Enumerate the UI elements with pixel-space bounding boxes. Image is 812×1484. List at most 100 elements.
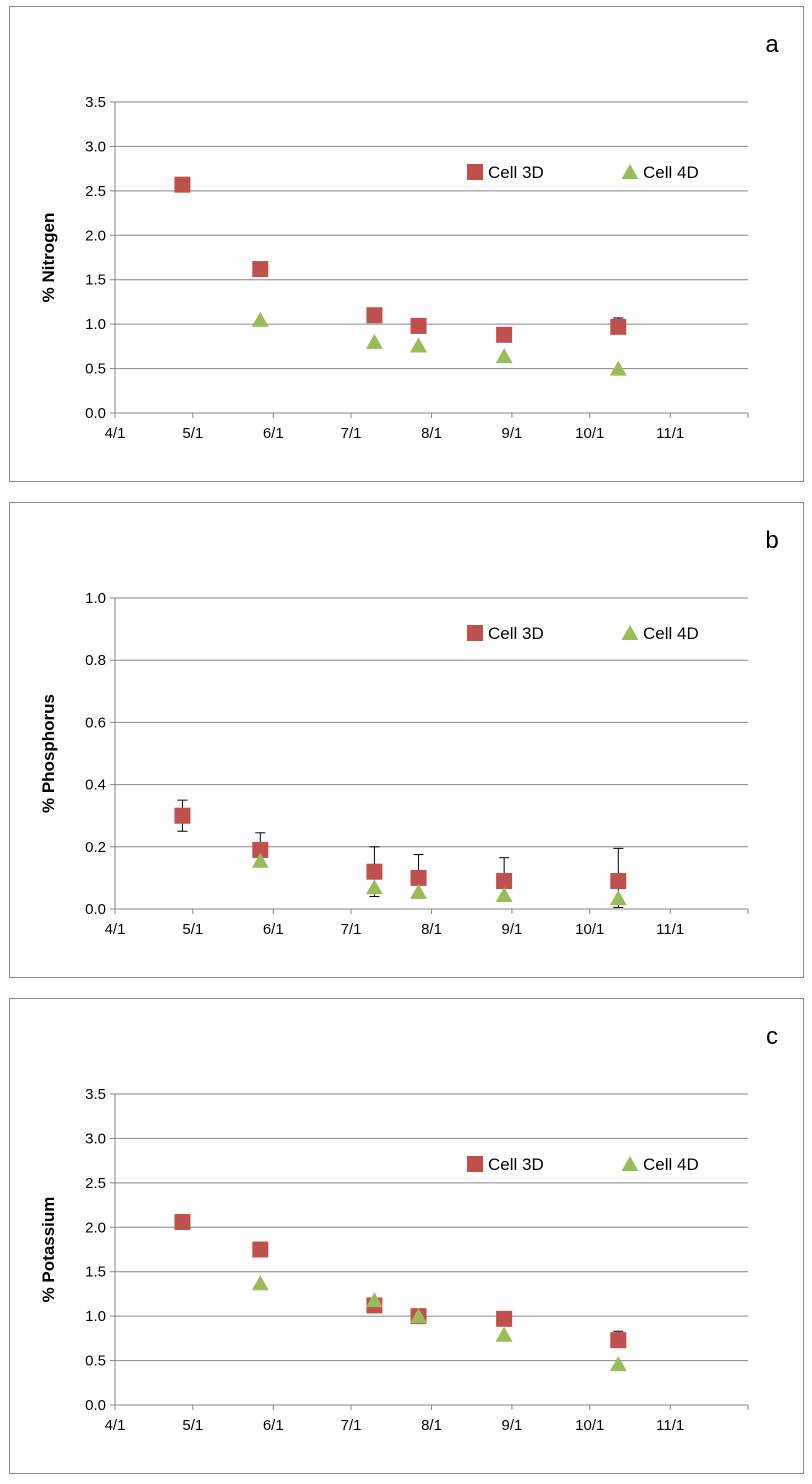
y-tick-label: 0.5 <box>85 361 106 378</box>
y-axis-label: % Phosphorus <box>39 694 58 813</box>
cell-3d-point <box>174 807 191 824</box>
y-tick-label: 2.0 <box>85 227 106 244</box>
y-axis-label: % Nitrogen <box>39 213 58 303</box>
legend-marker <box>621 164 639 179</box>
cell-4d-point <box>251 311 269 327</box>
x-tick-label: 6/1 <box>263 425 284 442</box>
x-tick-label: 6/1 <box>263 1417 284 1434</box>
legend-label: Cell 4D <box>643 624 699 643</box>
chart-svg-c: 0.0 0.5 1.0 1.5 2.0 2.5 3.0 3.5 4/1 5/1 6/1 7/1 8/1 9… <box>39 1023 778 1434</box>
y-tick-label: 0.0 <box>85 901 106 918</box>
y-tick-label: 0.4 <box>85 777 106 794</box>
x-tick-label: 5/1 <box>182 921 203 938</box>
x-tick-label: 8/1 <box>421 1417 442 1434</box>
y-tick-label: 0.8 <box>85 652 106 669</box>
cell-4d-point <box>365 1292 383 1308</box>
legend-marker <box>467 164 483 180</box>
cell-4d-point <box>495 887 513 903</box>
x-tick-label: 5/1 <box>182 1417 203 1434</box>
x-tick-label: 9/1 <box>501 425 522 442</box>
cell-4d-point <box>495 348 513 364</box>
x-tick-label: 10/1 <box>575 921 604 938</box>
cell-4d-point <box>410 883 428 899</box>
y-tick-label: 1.0 <box>85 316 106 333</box>
x-tick-label: 10/1 <box>575 425 604 442</box>
cell-4d-point <box>410 1308 428 1324</box>
y-tick-label: 0.5 <box>85 1353 106 1370</box>
cell-3d-point <box>496 326 513 343</box>
legend-marker <box>621 625 639 640</box>
y-tick-label: 2.5 <box>85 183 106 200</box>
chart-svg-b: 0.0 0.2 0.4 0.6 0.8 1.0 4/1 5/1 6/1 7/1 8/1 9/1 10/1… <box>39 527 779 938</box>
y-tick-label: 0.2 <box>85 839 106 856</box>
cell-3d-point <box>174 1213 191 1230</box>
panel-letter: c <box>766 1023 778 1050</box>
x-tick-label: 10/1 <box>575 1417 604 1434</box>
chart-panel-a: 0.0 0.5 1.0 1.5 2.0 2.5 3.0 3.5 4/1 5/1 6/1 7/1 8/1 9… <box>9 6 804 482</box>
y-tick-label: 3.0 <box>85 1130 106 1147</box>
cell-4d-point <box>365 333 383 349</box>
y-tick-label: 3.5 <box>85 1086 106 1103</box>
chart-svg-a: 0.0 0.5 1.0 1.5 2.0 2.5 3.0 3.5 4/1 5/1 6/1 7/1 8/1 9… <box>39 31 779 442</box>
x-tick-label: 7/1 <box>341 425 362 442</box>
cell-3d-point <box>252 1241 269 1258</box>
legend-label: Cell 4D <box>643 163 699 182</box>
cell-4d-point <box>495 1326 513 1342</box>
x-tick-label: 8/1 <box>421 921 442 938</box>
y-tick-label: 2.5 <box>85 1175 106 1192</box>
y-tick-label: 2.0 <box>85 1219 106 1236</box>
y-tick-label: 3.5 <box>85 94 106 111</box>
y-tick-label: 1.5 <box>85 272 106 289</box>
cell-4d-point <box>609 1356 627 1372</box>
legend-marker <box>467 625 483 641</box>
cell-3d-point <box>366 307 383 324</box>
x-tick-label: 4/1 <box>105 1417 126 1434</box>
legend-label: Cell 3D <box>488 624 544 643</box>
cell-3d-point <box>366 863 383 880</box>
y-tick-label: 0.0 <box>85 1397 106 1414</box>
y-tick-label: 1.0 <box>85 1308 106 1325</box>
y-tick-label: 1.5 <box>85 1264 106 1281</box>
chart-panel-b: 0.0 0.2 0.4 0.6 0.8 1.0 4/1 5/1 6/1 7/1 8/1 9/1 10/1… <box>9 502 804 978</box>
y-tick-label: 1.0 <box>85 590 106 607</box>
y-tick-label: 0.6 <box>85 714 106 731</box>
x-tick-label: 7/1 <box>341 1417 362 1434</box>
cell-3d-point <box>174 176 191 193</box>
y-tick-label: 0.0 <box>85 405 106 422</box>
cell-3d-point <box>610 318 627 335</box>
cell-4d-point <box>609 890 627 906</box>
x-tick-label: 4/1 <box>105 921 126 938</box>
cell-3d-point <box>610 1332 627 1349</box>
legend-label: Cell 3D <box>488 163 544 182</box>
cell-3d-point <box>496 1310 513 1327</box>
cell-4d-point <box>365 879 383 895</box>
cell-3d-point <box>410 317 427 334</box>
legend-marker <box>621 1156 639 1171</box>
x-tick-label: 11/1 <box>656 425 684 442</box>
panel-letter: a <box>765 31 779 58</box>
x-tick-label: 11/1 <box>656 1417 684 1434</box>
legend-marker <box>467 1156 483 1172</box>
x-tick-label: 6/1 <box>263 921 284 938</box>
chart-panel-c: 0.0 0.5 1.0 1.5 2.0 2.5 3.0 3.5 4/1 5/1 6/1 7/1 8/1 9… <box>9 998 804 1474</box>
legend-label: Cell 3D <box>488 1155 544 1174</box>
x-tick-label: 4/1 <box>105 425 126 442</box>
x-tick-label: 11/1 <box>656 921 684 938</box>
cell-4d-point <box>251 852 269 868</box>
x-tick-label: 7/1 <box>341 921 362 938</box>
cell-4d-point <box>609 360 627 376</box>
x-tick-label: 5/1 <box>182 425 203 442</box>
x-tick-label: 8/1 <box>421 425 442 442</box>
y-tick-label: 3.0 <box>85 138 106 155</box>
cell-3d-point <box>252 841 269 858</box>
legend-label: Cell 4D <box>643 1155 699 1174</box>
cell-3d-point <box>252 261 269 278</box>
cell-3d-point <box>496 873 513 890</box>
cell-3d-point <box>610 873 627 890</box>
panel-letter: b <box>765 527 778 554</box>
y-axis-label: % Potassium <box>39 1197 58 1303</box>
cell-3d-point <box>410 869 427 886</box>
cell-4d-point <box>251 1275 269 1291</box>
x-tick-label: 9/1 <box>501 1417 522 1434</box>
x-tick-label: 9/1 <box>501 921 522 938</box>
